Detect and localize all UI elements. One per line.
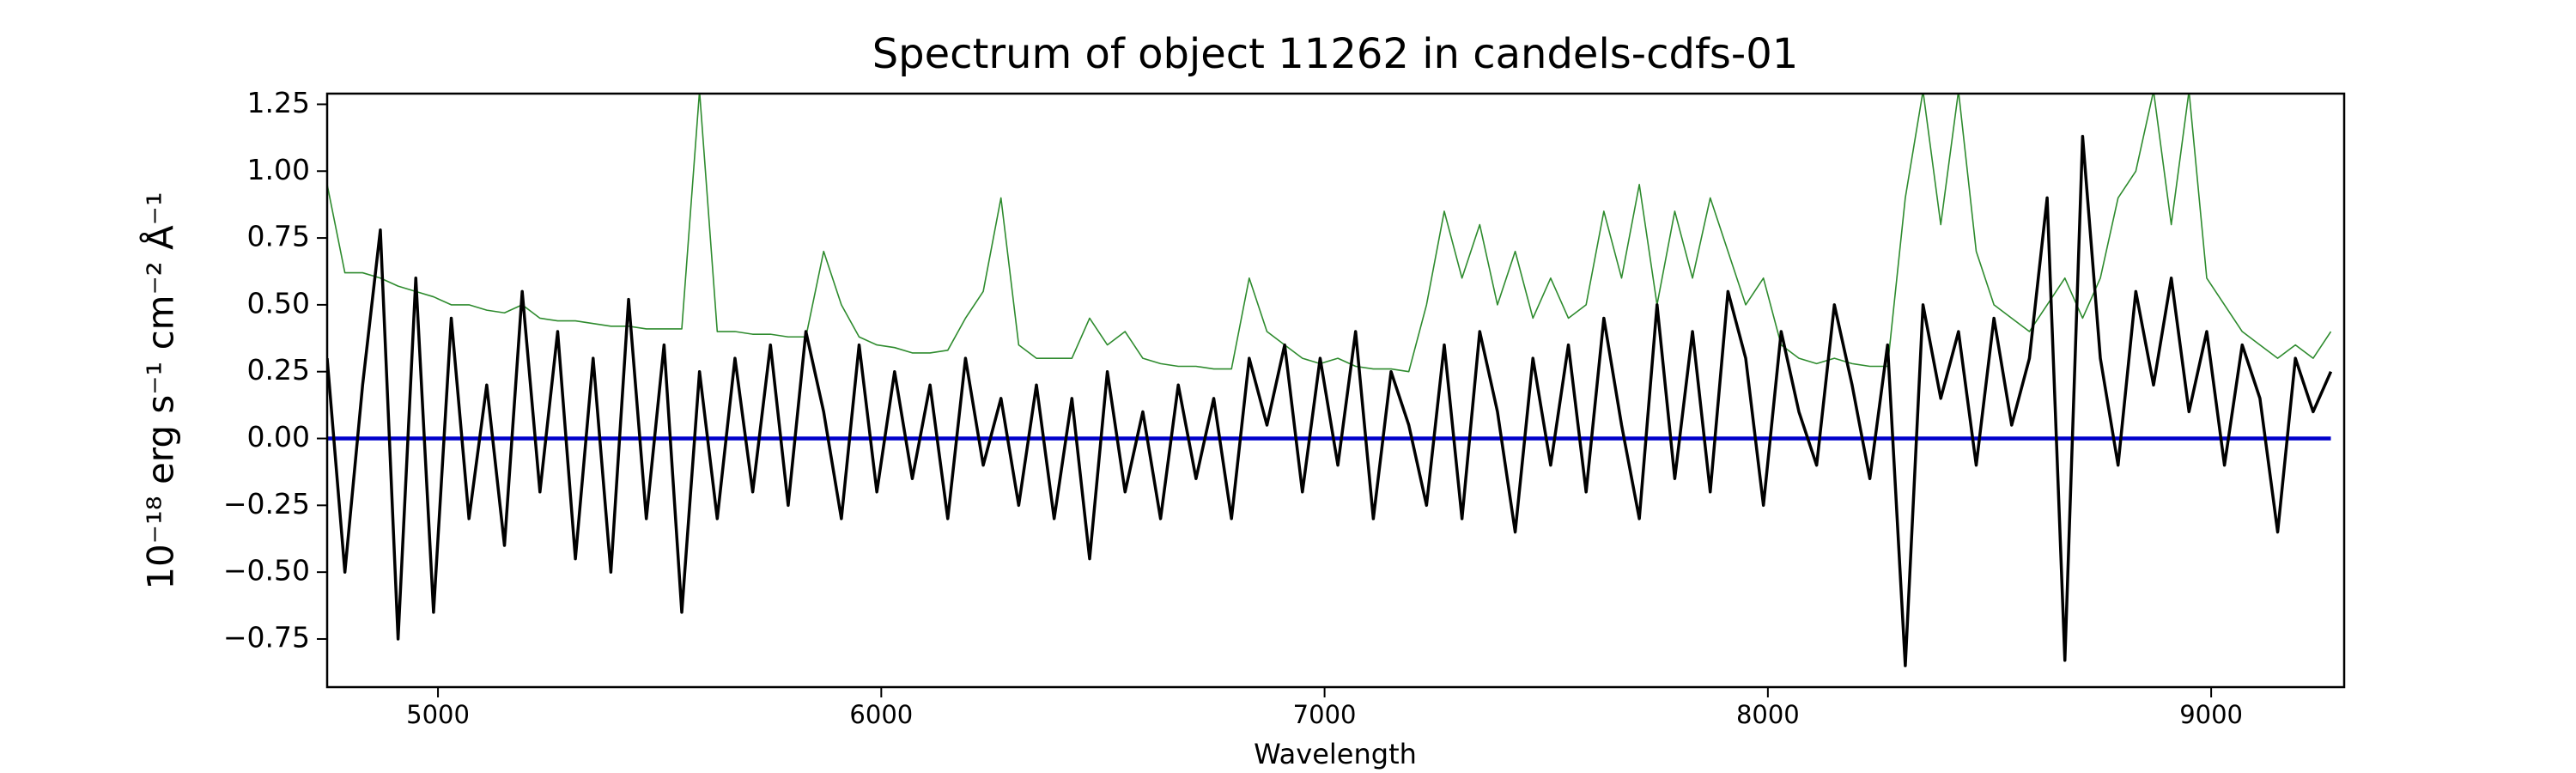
y-tick-label: 1.25 <box>247 86 310 119</box>
y-tick-label: −0.75 <box>223 620 310 654</box>
plot-area <box>327 94 2333 667</box>
y-tick-label: 0.50 <box>247 286 310 320</box>
y-tick-label: 1.00 <box>247 153 310 186</box>
y-tick-label: −0.25 <box>223 487 310 520</box>
plot-frame <box>325 92 2346 689</box>
chart-title: Spectrum of object 11262 in candels-cdfs… <box>872 30 1799 78</box>
x-tick-label: 8000 <box>1736 700 1800 729</box>
y-tick-label: −0.50 <box>223 554 310 587</box>
y-axis-label: 10⁻¹⁸ erg s⁻¹ cm⁻² Å⁻¹ <box>139 192 182 589</box>
spectrum-line <box>327 135 2333 667</box>
spectrum-line <box>327 94 2332 373</box>
y-tick-label: 0.25 <box>247 353 310 386</box>
x-tick-label: 9000 <box>2179 700 2243 729</box>
x-axis-label: Wavelength <box>1254 738 1417 770</box>
y-tick-label: 0.75 <box>247 220 310 253</box>
x-tick-label: 7000 <box>1293 700 1357 729</box>
x-tick-label: 6000 <box>849 700 913 729</box>
x-tick-label: 5000 <box>406 700 470 729</box>
y-tick-label: 0.00 <box>247 420 310 453</box>
